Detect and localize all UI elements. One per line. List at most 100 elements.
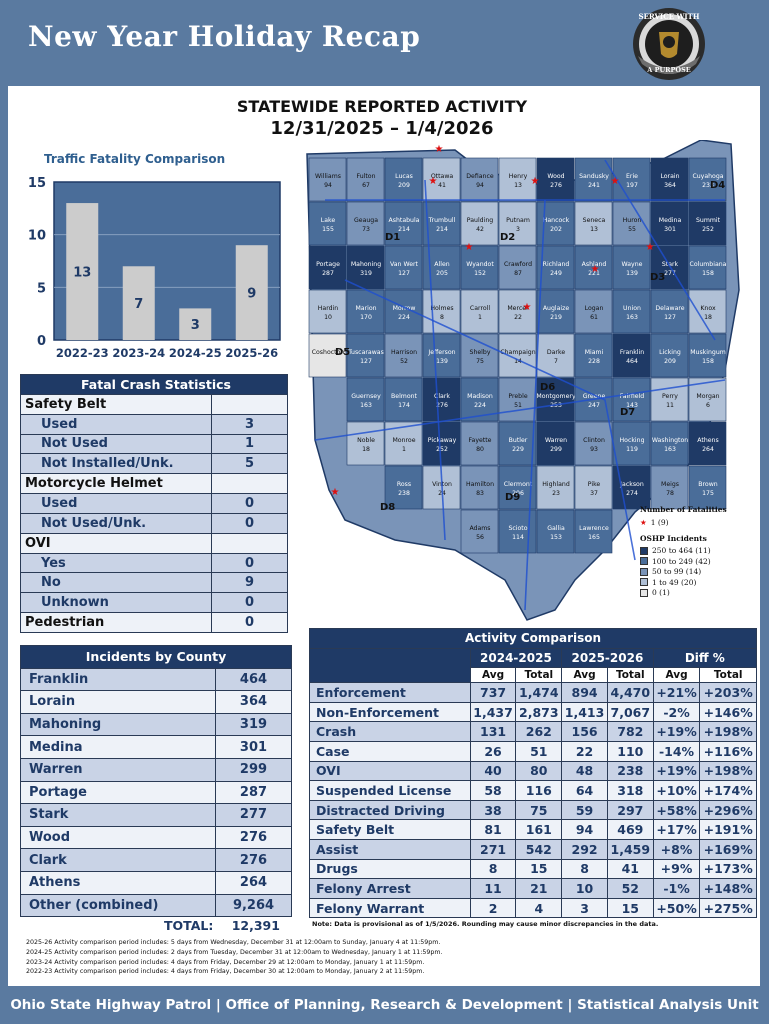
county-shape: [498, 201, 537, 246]
fatal-stat-row: No 9: [20, 572, 288, 594]
county-map-value: 174: [398, 402, 410, 409]
activity-cell: 94: [561, 819, 608, 840]
county-map-value: 1: [478, 314, 482, 321]
activity-cell: +191%: [699, 819, 757, 840]
county-shape: [422, 201, 461, 246]
activity-cell: +17%: [652, 819, 701, 840]
activity-cell: 41: [606, 858, 654, 880]
county-map-value: 221: [588, 270, 600, 277]
legend-swatch: [640, 546, 648, 555]
activity-cell: 4,470: [606, 682, 654, 703]
county-wayne: Wayne 139: [612, 245, 651, 290]
county-portage: Portage 287: [308, 245, 347, 290]
fatal-stat-row: Not Used 1: [20, 433, 288, 455]
county-map-name: Portage: [316, 261, 340, 268]
county-row: Athens 264: [20, 870, 292, 895]
county-map-name: Hancock: [543, 217, 570, 224]
county-map-value: 252: [702, 226, 714, 233]
county-shape: [460, 201, 499, 246]
district-label: D8: [380, 502, 395, 513]
county-map-value: 301: [664, 226, 676, 233]
activity-cell: 4: [515, 897, 563, 919]
fatal-stat-row: Yes 0: [20, 552, 288, 574]
county-shape: [536, 465, 575, 510]
activity-subheader: Total: [515, 667, 563, 684]
county-shape: [536, 509, 575, 554]
district-label: D4: [710, 180, 725, 191]
county-map-value: 93: [590, 446, 598, 453]
activity-cell: 238: [606, 760, 654, 782]
county-shape: [308, 289, 347, 334]
fatal-stat-row: Not Used/Unk. 0: [20, 512, 288, 534]
county-shape: [460, 421, 499, 466]
activity-cell: +169%: [699, 838, 757, 860]
activity-label: Non-Enforcement: [309, 701, 471, 723]
county-map-value: 163: [664, 446, 676, 453]
county-map-value: 52: [400, 358, 408, 365]
fatal-stat-label: Not Installed/Unk.: [20, 453, 212, 475]
activity-label: Enforcement: [309, 682, 471, 703]
county-defiance: Defiance 94: [460, 157, 499, 202]
legend-bin-label: 1 to 49 (20): [652, 577, 697, 587]
county-shape: [688, 333, 727, 378]
county-shelby: Shelby 75: [460, 333, 499, 378]
y-tick-label: 15: [28, 176, 46, 191]
activity-subheader: Total: [606, 667, 654, 684]
county-shape: [650, 377, 689, 422]
fatal-section-row: Motorcycle Helmet: [20, 473, 288, 495]
county-mercer: Mercer 22: [498, 289, 537, 334]
county-map-name: Wood: [547, 173, 564, 180]
county-map-name: Athens: [697, 437, 718, 444]
county-shape: [308, 245, 347, 290]
county-map-name: Monroe: [392, 437, 415, 444]
legend-bin-label: 100 to 249 (42): [652, 556, 711, 566]
county-name: Franklin: [20, 667, 216, 692]
activity-subheader: Avg: [469, 667, 517, 684]
ohp-seal-logo: SERVICE WITH A PURPOSE: [633, 8, 705, 80]
county-map-value: 83: [476, 490, 484, 497]
county-shape: [346, 245, 385, 290]
highway-line: [424, 179, 446, 541]
county-fulton: Fulton 67: [346, 157, 385, 202]
county-belmont: Belmont 174: [384, 377, 423, 422]
county-name: Wood: [20, 825, 216, 850]
county-ottawa: Ottawa 41: [422, 157, 461, 202]
fatal-section-row: OVI: [20, 532, 288, 554]
county-map-name: Lucas: [395, 173, 413, 180]
highway-line: [314, 379, 726, 441]
activity-cell: 11: [469, 878, 517, 899]
activity-cell: 271: [469, 838, 517, 860]
county-map-name: Ashland: [582, 261, 607, 268]
county-row: Wood 276: [20, 825, 292, 850]
county-map-name: Knox: [700, 305, 716, 312]
county-map-name: Shelby: [470, 349, 491, 356]
legend-bins: 250 to 464 (11) 100 to 249 (42) 50 to 99 (…: [640, 546, 727, 599]
activity-cell: 58: [469, 780, 517, 801]
county-map-value: 42: [476, 226, 484, 233]
county-shape: [346, 289, 385, 334]
county-shape: [612, 245, 651, 290]
legend-swatch: [640, 567, 648, 576]
activity-cell: 161: [515, 819, 563, 840]
activity-cell: 7,067: [606, 701, 654, 723]
county-map-value: 13: [514, 182, 522, 189]
county-map-value: 139: [626, 270, 638, 277]
fatality-star-icon: ★: [611, 176, 620, 187]
county-seneca: Seneca 13: [574, 201, 613, 246]
county-shape: [536, 377, 575, 422]
county-value: 464: [215, 667, 292, 692]
county-clark: Clark 276: [422, 377, 461, 422]
county-shape: [346, 333, 385, 378]
county-map-value: 153: [550, 534, 562, 541]
county-map-name: Jefferson: [427, 349, 455, 356]
county-total-label: TOTAL:: [164, 918, 214, 933]
activity-cell: 469: [606, 819, 654, 840]
county-map-value: 249: [550, 270, 562, 277]
county-trumbull: Trumbull 214: [422, 201, 461, 246]
county-map-value: 214: [398, 226, 410, 233]
county-map-value: 238: [398, 490, 410, 497]
legend-bin: 50 to 99 (14): [640, 567, 727, 578]
county-shape: [422, 377, 461, 422]
county-map-value: 158: [702, 270, 714, 277]
